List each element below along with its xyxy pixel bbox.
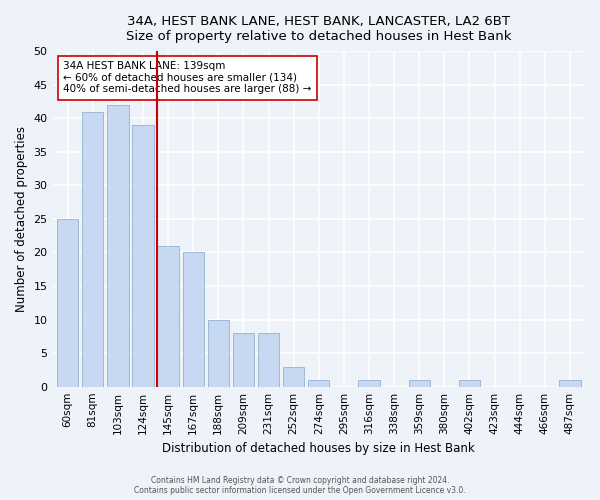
Bar [358, 380, 380, 386]
Bar [82, 112, 103, 386]
Bar [308, 380, 329, 386]
Title: 34A, HEST BANK LANE, HEST BANK, LANCASTER, LA2 6BT
Size of property relative to : 34A, HEST BANK LANE, HEST BANK, LANCASTE… [126, 15, 512, 43]
Bar [132, 125, 154, 386]
X-axis label: Distribution of detached houses by size in Hest Bank: Distribution of detached houses by size … [163, 442, 475, 455]
Bar [208, 320, 229, 386]
Text: 34A HEST BANK LANE: 139sqm
← 60% of detached houses are smaller (134)
40% of sem: 34A HEST BANK LANE: 139sqm ← 60% of deta… [63, 61, 311, 94]
Bar [157, 246, 179, 386]
Y-axis label: Number of detached properties: Number of detached properties [15, 126, 28, 312]
Bar [459, 380, 480, 386]
Bar [182, 252, 204, 386]
Bar [283, 366, 304, 386]
Bar [559, 380, 581, 386]
Bar [409, 380, 430, 386]
Bar [258, 333, 279, 386]
Bar [107, 105, 128, 386]
Bar [233, 333, 254, 386]
Text: Contains HM Land Registry data © Crown copyright and database right 2024.
Contai: Contains HM Land Registry data © Crown c… [134, 476, 466, 495]
Bar [57, 219, 78, 386]
